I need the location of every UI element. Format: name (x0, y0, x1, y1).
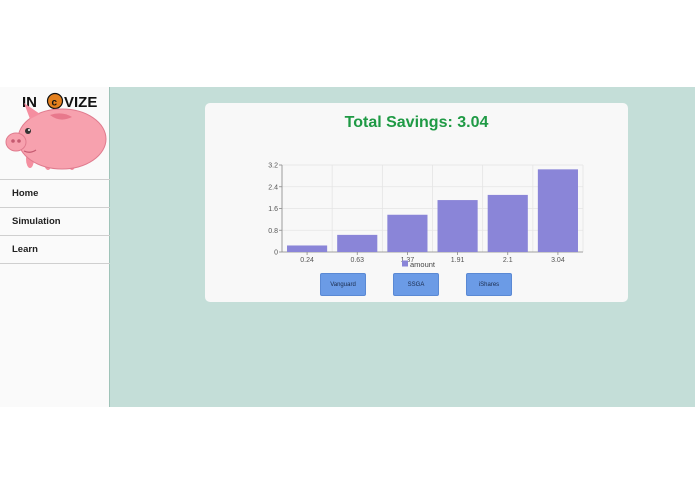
y-tick-label: 1.6 (268, 206, 278, 213)
sidebar-nav: Home Simulation Learn (0, 179, 110, 264)
y-tick-label: 0 (274, 250, 278, 257)
legend-swatch (402, 260, 408, 267)
chart-bar (487, 194, 528, 252)
x-tick-label: 0.63 (350, 257, 364, 264)
ishares-button[interactable]: iShares (466, 273, 512, 296)
savings-card: Total Savings: 3.04 0 0.8 1.6 2.4 3.2 0.24 0.6… (205, 103, 628, 302)
y-tick-label: 0.8 (268, 228, 278, 235)
logo-text-right: VIZE (64, 94, 97, 111)
app-area: IN c VIZE (0, 87, 695, 407)
chart-bar (337, 234, 378, 252)
svg-text:c: c (52, 98, 58, 109)
savings-bar-chart: 00.81.62.43.20.240.631.371.912.13.04amou… (268, 163, 584, 268)
legend-label: amount (410, 260, 436, 268)
ssga-button[interactable]: SSGA (393, 273, 439, 296)
total-savings-title: Total Savings: 3.04 (344, 114, 489, 131)
sidebar: IN c VIZE (0, 87, 110, 407)
x-tick-label: 2.1 (503, 257, 513, 264)
coin-icon (46, 92, 64, 110)
chart-bar (387, 214, 428, 252)
chart-bar (537, 169, 578, 252)
x-tick-label: 0.24 (300, 257, 314, 264)
vanguard-button[interactable]: Vanguard (320, 273, 366, 296)
y-tick-label: 3.2 (268, 163, 278, 170)
y-tick-label: 2.4 (268, 184, 278, 191)
sidebar-item-home[interactable]: Home (0, 179, 110, 207)
invize-logo[interactable]: IN c VIZE (0, 87, 110, 179)
chart-bar (287, 245, 328, 252)
x-tick-label: 1.91 (451, 257, 465, 264)
piggy-bank-icon (5, 103, 107, 170)
chart-bar (437, 200, 478, 252)
sidebar-item-simulation[interactable]: Simulation (0, 207, 110, 235)
x-tick-label: 3.04 (551, 257, 565, 264)
sidebar-item-learn[interactable]: Learn (0, 235, 110, 264)
